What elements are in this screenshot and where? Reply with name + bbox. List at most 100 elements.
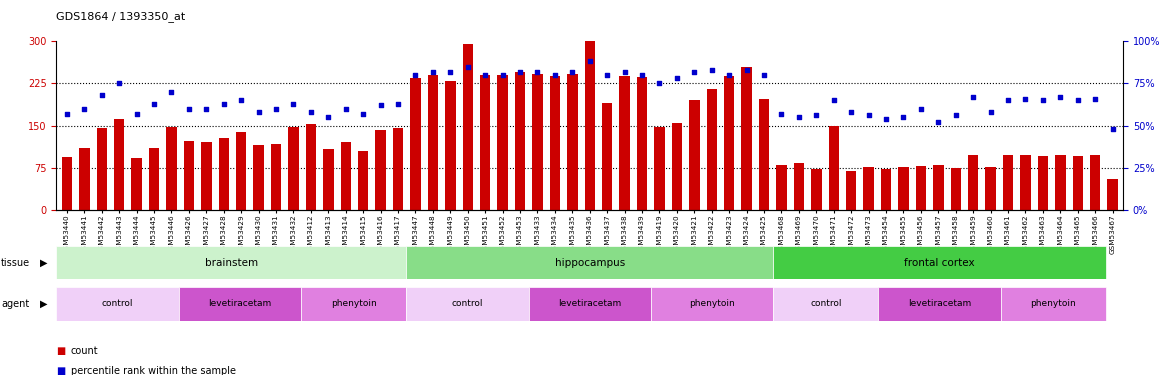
Bar xyxy=(528,287,652,321)
Bar xyxy=(406,287,528,321)
Text: levetiracetam: levetiracetam xyxy=(208,299,272,308)
Bar xyxy=(916,166,927,210)
Bar xyxy=(846,171,856,210)
Bar xyxy=(829,126,838,210)
Point xyxy=(789,114,808,120)
Bar xyxy=(410,78,421,210)
Bar xyxy=(1108,179,1118,210)
Bar xyxy=(933,165,943,210)
Bar xyxy=(881,169,891,210)
Point xyxy=(737,67,756,73)
Text: phenytoin: phenytoin xyxy=(1030,299,1076,308)
Text: agent: agent xyxy=(1,299,29,309)
Bar xyxy=(497,75,508,210)
Point xyxy=(1068,97,1087,103)
Point xyxy=(319,114,338,120)
Point xyxy=(546,72,564,78)
Point xyxy=(668,75,687,81)
Bar xyxy=(533,74,542,210)
Point xyxy=(214,100,233,106)
Point xyxy=(998,97,1017,103)
Bar xyxy=(637,76,647,210)
Point xyxy=(510,69,529,75)
Bar xyxy=(968,155,978,210)
Bar xyxy=(654,127,664,210)
Bar xyxy=(56,287,179,321)
Bar xyxy=(341,142,350,210)
Bar xyxy=(428,75,439,210)
Point xyxy=(1051,94,1070,100)
Bar xyxy=(1073,156,1083,210)
Text: control: control xyxy=(452,299,483,308)
Bar xyxy=(1003,155,1014,210)
Point xyxy=(842,109,861,115)
Bar xyxy=(620,76,630,210)
Text: phenytoin: phenytoin xyxy=(330,299,376,308)
Point xyxy=(911,106,930,112)
Point xyxy=(929,119,948,125)
Point xyxy=(336,106,355,112)
Bar xyxy=(549,76,560,210)
Point xyxy=(58,111,76,117)
Bar xyxy=(794,164,804,210)
Bar xyxy=(1055,155,1065,210)
Bar xyxy=(393,128,403,210)
Point xyxy=(145,100,163,106)
Bar xyxy=(306,124,316,210)
Point xyxy=(528,69,547,75)
Bar xyxy=(985,167,996,210)
Point xyxy=(75,106,94,112)
Text: ▶: ▶ xyxy=(40,299,47,309)
Point xyxy=(232,97,250,103)
Bar xyxy=(689,100,700,210)
Point xyxy=(1085,96,1104,102)
Bar xyxy=(863,166,874,210)
Text: control: control xyxy=(102,299,133,308)
Point xyxy=(109,80,128,86)
Point xyxy=(388,100,407,106)
Point xyxy=(824,97,843,103)
Bar xyxy=(301,287,406,321)
Bar xyxy=(183,141,194,210)
Bar xyxy=(567,74,577,210)
Bar xyxy=(375,130,386,210)
Text: phenytoin: phenytoin xyxy=(689,299,735,308)
Point xyxy=(1034,97,1053,103)
Point xyxy=(615,69,634,75)
Point xyxy=(894,114,913,120)
Bar xyxy=(201,142,212,210)
Bar xyxy=(741,66,751,210)
Bar xyxy=(56,246,406,279)
Point xyxy=(127,111,146,117)
Text: control: control xyxy=(810,299,842,308)
Point xyxy=(580,58,599,64)
Point xyxy=(249,109,268,115)
Point xyxy=(162,89,181,95)
Bar xyxy=(515,72,526,210)
Bar xyxy=(179,287,301,321)
Bar xyxy=(406,246,774,279)
Bar xyxy=(898,166,909,210)
Point xyxy=(633,72,652,78)
Point xyxy=(755,72,774,78)
Bar xyxy=(445,81,455,210)
Point xyxy=(372,102,390,108)
Bar xyxy=(166,127,176,210)
Point xyxy=(267,106,286,112)
Point xyxy=(354,111,373,117)
Point xyxy=(876,116,895,122)
Bar xyxy=(288,127,299,210)
Point xyxy=(720,72,739,78)
Point xyxy=(423,69,442,75)
Point xyxy=(1103,126,1122,132)
Bar xyxy=(671,123,682,210)
Bar xyxy=(950,168,961,210)
Point xyxy=(947,112,965,118)
Point xyxy=(459,63,477,69)
Text: percentile rank within the sample: percentile rank within the sample xyxy=(71,366,235,375)
Bar xyxy=(774,246,1105,279)
Point xyxy=(493,72,512,78)
Bar xyxy=(724,76,735,210)
Bar xyxy=(480,75,490,210)
Bar xyxy=(462,44,473,210)
